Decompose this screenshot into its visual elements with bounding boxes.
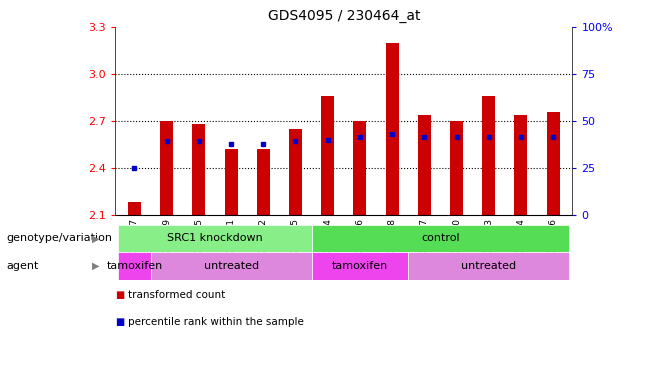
Bar [418,115,431,215]
Text: ▶: ▶ [91,233,99,243]
Bar [151,252,312,280]
Text: untreated: untreated [203,261,259,271]
Bar [257,149,270,215]
Text: tamoxifen: tamoxifen [332,261,388,271]
Text: control: control [421,233,460,243]
Text: ■: ■ [115,290,124,300]
Text: percentile rank within the sample: percentile rank within the sample [128,317,304,327]
Bar [161,121,173,215]
Bar [118,252,151,280]
Bar [515,115,527,215]
Bar [312,225,569,252]
Text: agent: agent [7,261,39,271]
Bar [482,96,495,215]
Bar [289,129,302,215]
Bar [450,121,463,215]
Text: ▶: ▶ [91,261,99,271]
Bar [192,124,205,215]
Text: transformed count: transformed count [128,290,226,300]
Bar [224,149,238,215]
Text: ■: ■ [115,317,124,327]
Text: tamoxifen: tamoxifen [107,261,163,271]
Bar [312,252,408,280]
Text: genotype/variation: genotype/variation [7,233,113,243]
Bar [353,121,367,215]
Bar [386,43,399,215]
Bar [118,225,312,252]
Text: SRC1 knockdown: SRC1 knockdown [167,233,263,243]
Bar [321,96,334,215]
Bar [547,112,559,215]
Title: GDS4095 / 230464_at: GDS4095 / 230464_at [268,9,420,23]
Bar [128,202,141,215]
Text: untreated: untreated [461,261,517,271]
Bar [408,252,569,280]
